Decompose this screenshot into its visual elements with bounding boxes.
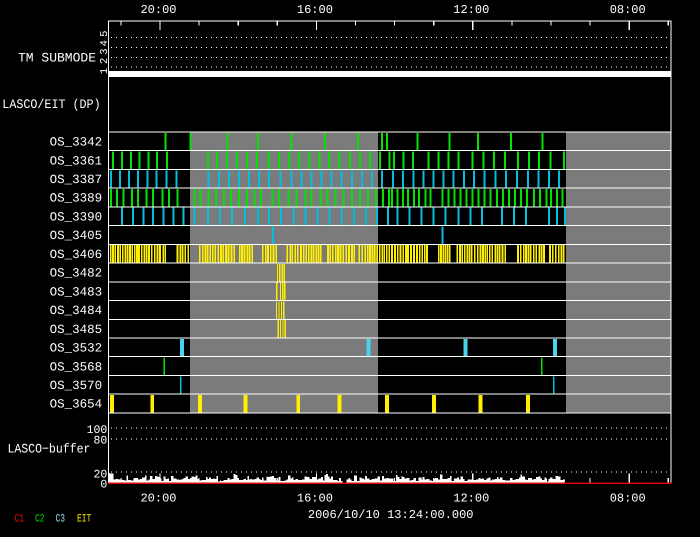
svg-text:12:00: 12:00 xyxy=(453,3,489,17)
svg-text:0: 0 xyxy=(100,479,107,492)
svg-text:C3: C3 xyxy=(56,513,66,525)
svg-text:OS_3570: OS_3570 xyxy=(50,379,103,393)
svg-text:OS_3532: OS_3532 xyxy=(50,342,103,356)
svg-text:OS_3654: OS_3654 xyxy=(50,398,103,412)
svg-text:16:00: 16:00 xyxy=(297,492,333,506)
svg-text:3: 3 xyxy=(99,48,111,54)
svg-text:OS_3390: OS_3390 xyxy=(50,211,103,225)
svg-text:LASCO−buffer: LASCO−buffer xyxy=(7,442,90,457)
svg-text:100: 100 xyxy=(87,424,108,437)
svg-text:2006/10/10 13:24:00.000: 2006/10/10 13:24:00.000 xyxy=(308,508,474,522)
svg-text:20:00: 20:00 xyxy=(140,3,176,17)
svg-text:TM SUBMODE: TM SUBMODE xyxy=(18,51,96,66)
svg-text:20:00: 20:00 xyxy=(140,492,176,506)
svg-text:1: 1 xyxy=(99,68,111,74)
svg-text:5: 5 xyxy=(99,31,111,37)
svg-text:OS_3568: OS_3568 xyxy=(50,360,103,374)
svg-text:80: 80 xyxy=(93,435,107,448)
svg-text:OS_3361: OS_3361 xyxy=(50,154,103,168)
svg-text:EIT: EIT xyxy=(77,513,92,525)
svg-text:OS_3483: OS_3483 xyxy=(50,285,103,299)
svg-text:12:00: 12:00 xyxy=(453,492,489,506)
svg-text:OS_3387: OS_3387 xyxy=(50,173,103,187)
svg-text:OS_3405: OS_3405 xyxy=(50,229,103,243)
svg-text:16:00: 16:00 xyxy=(297,3,333,17)
svg-text:OS_3342: OS_3342 xyxy=(50,136,103,150)
svg-text:C1: C1 xyxy=(15,513,25,525)
svg-text:OS_3485: OS_3485 xyxy=(50,323,103,337)
svg-text:OS_3484: OS_3484 xyxy=(50,304,103,318)
svg-text:08:00: 08:00 xyxy=(610,492,646,506)
svg-text:2: 2 xyxy=(99,58,111,64)
svg-text:LASCO/EIT (DP): LASCO/EIT (DP) xyxy=(2,97,100,112)
svg-text:08:00: 08:00 xyxy=(610,3,646,17)
svg-text:C2: C2 xyxy=(35,513,45,525)
svg-text:OS_3389: OS_3389 xyxy=(50,192,103,206)
svg-text:OS_3406: OS_3406 xyxy=(50,248,103,262)
svg-text:4: 4 xyxy=(99,40,111,46)
svg-text:OS_3482: OS_3482 xyxy=(50,267,103,281)
svg-text:20: 20 xyxy=(93,468,107,481)
